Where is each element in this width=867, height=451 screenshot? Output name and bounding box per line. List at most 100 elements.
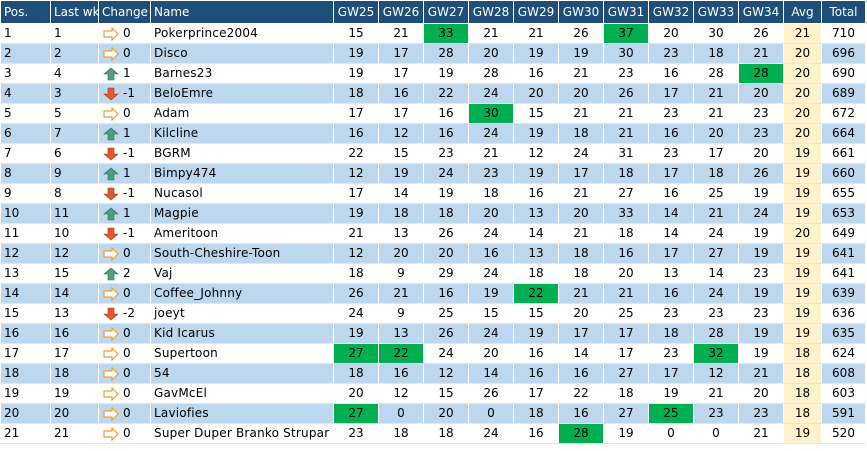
table-row[interactable]: 6 7 1 Kilcline 16 12 16 24 19 18 21 16 20 23 20 664 [0,123,866,144]
column-header-gw28[interactable]: GW28 [468,0,514,24]
table-row[interactable]: 15 13 -2 joeyt 24 9 25 15 15 20 25 23 23 23 19 636 [0,303,866,324]
table-row[interactable]: 12 12 0 South-Cheshire-Toon 12 20 20 16 13 18 16 17… [0,243,866,264]
total-cell: 636 [821,303,866,324]
gameweek-score-cell: 28 [693,63,739,84]
table-row[interactable]: 11 10 -1 Ameritoon 21 13 26 24 14 21 18 14 24 19 20 649 [0,223,866,244]
average-cell: 18 [783,343,822,364]
last-week-cell: 12 [50,243,99,264]
change-value: 0 [123,426,131,440]
table-row[interactable]: 5 5 0 Adam 17 17 16 30 15 21 21 23 21 23 20 672 [0,103,866,124]
table-row[interactable]: 18 18 0 54 18 16 12 14 16 16 27 17 12 21 18 608 [0,363,866,384]
column-header-gw29[interactable]: GW29 [513,0,559,24]
table-row[interactable]: 1 1 0 Pokerprince2004 15 21 33 21 21 26 37 20 30 26 21… [0,23,866,44]
player-name-cell: Bimpy474 [150,163,334,184]
table-row[interactable]: 16 16 0 Kid Icarus 19 13 26 24 19 17 17 18 28 19 19 635 [0,323,866,344]
arrow-right-icon [103,106,119,121]
total-cell: 591 [821,403,866,424]
gameweek-score-cell: 13 [378,323,424,344]
column-header-last-week[interactable]: Last wk. [50,0,99,24]
table-row[interactable]: 3 4 1 Barnes23 19 17 19 28 16 21 23 16 28 28 20 690 [0,63,866,84]
gameweek-score-cell: 16 [603,243,649,264]
change-cell: 0 [98,243,151,264]
total-cell: 653 [821,203,866,224]
gameweek-score-cell: 25 [423,303,469,324]
change-value: 0 [123,366,131,380]
gameweek-score-cell: 21 [603,283,649,304]
gameweek-score-cell: 12 [423,363,469,384]
gameweek-score-cell: 18 [603,383,649,404]
gameweek-score-cell: 19 [513,123,559,144]
column-header-pos[interactable]: Pos. [0,0,51,24]
table-row[interactable]: 4 3 -1 BeloEmre 18 16 22 24 20 20 26 17 21 20 20 689 [0,83,866,104]
gameweek-score-cell: 16 [378,363,424,384]
table-row[interactable]: 14 14 0 Coffee_Johnny 26 21 16 19 22 21 21 16 24 19 19… [0,283,866,304]
gameweek-score-cell: 19 [738,283,784,304]
table-row[interactable]: 2 2 0 Disco 19 17 28 20 19 19 30 23 18 21 20 696 [0,43,866,64]
last-week-cell: 10 [50,223,99,244]
gameweek-score-cell: 12 [513,143,559,164]
arrow-right-icon [103,26,119,41]
column-header-name[interactable]: Name [150,0,334,24]
average-cell: 19 [783,303,822,324]
gameweek-score-cell: 13 [513,243,559,264]
gameweek-score-cell: 12 [333,163,379,184]
gameweek-score-cell: 23 [693,303,739,324]
gameweek-score-cell: 16 [513,183,559,204]
gameweek-score-cell: 27 [693,243,739,264]
arrow-right-icon [103,286,119,301]
gameweek-score-cell: 15 [423,383,469,404]
gameweek-score-cell: 22 [378,343,424,364]
column-header-gw31[interactable]: GW31 [603,0,649,24]
gameweek-score-cell: 17 [378,103,424,124]
table-row[interactable]: 17 17 0 Supertoon 27 22 24 20 16 14 17 23 32 19 18 624 [0,343,866,364]
table-row[interactable]: 13 15 2 Vaj 18 9 29 24 18 18 20 13 14 23 19 641 [0,263,866,284]
gameweek-score-cell: 16 [513,423,559,444]
change-value: 0 [123,406,131,420]
average-cell: 19 [783,283,822,304]
arrow-down-icon [103,307,119,321]
total-cell: 690 [821,63,866,84]
column-header-gw33[interactable]: GW33 [693,0,739,24]
column-header-avg[interactable]: Avg [783,0,822,24]
column-header-gw32[interactable]: GW32 [648,0,694,24]
gameweek-score-cell: 17 [378,63,424,84]
player-name-cell: Kid Icarus [150,323,334,344]
table-row[interactable]: 8 9 1 Bimpy474 12 19 24 23 19 17 18 17 18 26 19 660 [0,163,866,184]
column-header-gw34[interactable]: GW34 [738,0,784,24]
gameweek-score-cell: 17 [378,43,424,64]
gameweek-score-cell: 30 [468,103,514,124]
table-row[interactable]: 21 21 0 Super Duper Branko Strupar 23 18 18 24 1… [0,423,866,444]
change-cell: 0 [98,283,151,304]
column-header-gw27[interactable]: GW27 [423,0,469,24]
change-value: 1 [123,126,131,140]
gameweek-score-cell: 12 [693,363,739,384]
column-header-gw26[interactable]: GW26 [378,0,424,24]
gameweek-score-cell: 23 [738,263,784,284]
gameweek-score-cell: 22 [333,143,379,164]
gameweek-score-cell: 17 [558,163,604,184]
column-header-gw30[interactable]: GW30 [558,0,604,24]
gameweek-score-cell: 19 [648,383,694,404]
column-header-change[interactable]: Change [98,0,151,24]
table-row[interactable]: 19 19 0 GavMcEl 20 12 15 26 17 22 18 19 21 20 18 603 [0,383,866,404]
gameweek-score-cell: 26 [603,83,649,104]
position-cell: 4 [0,83,51,104]
gameweek-score-cell: 19 [738,183,784,204]
gameweek-score-cell: 23 [738,123,784,144]
column-header-total[interactable]: Total [821,0,866,24]
change-cell: -1 [98,223,151,244]
total-cell: 624 [821,343,866,364]
gameweek-score-cell: 17 [603,343,649,364]
gameweek-score-cell: 19 [513,323,559,344]
gameweek-score-cell: 24 [738,203,784,224]
total-cell: 641 [821,243,866,264]
average-cell: 21 [783,23,822,44]
table-row[interactable]: 9 8 -1 Nucasol 17 14 19 18 16 21 27 16 25 19 19 655 [0,183,866,204]
table-row[interactable]: 10 11 1 Magpie 19 18 18 20 13 20 33 14 21 24 19 653 [0,203,866,224]
gameweek-score-cell: 17 [558,323,604,344]
table-row[interactable]: 20 20 0 Laviofies 27 0 20 0 18 16 27 25 23 23 18 591 [0,403,866,424]
gameweek-score-cell: 14 [558,343,604,364]
last-week-cell: 16 [50,323,99,344]
table-row[interactable]: 7 6 -1 BGRM 22 15 23 21 12 24 31 23 17 20 19 661 [0,143,866,164]
column-header-gw25[interactable]: GW25 [333,0,379,24]
